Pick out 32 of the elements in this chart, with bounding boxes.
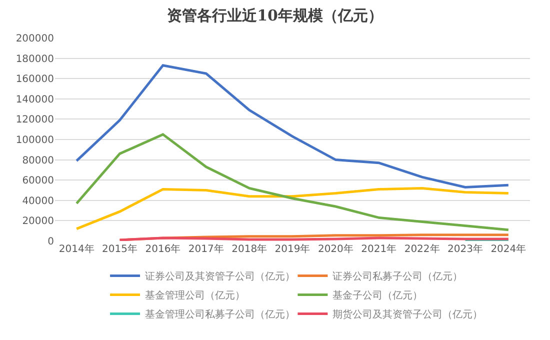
x-tick-label: 2018年	[232, 243, 268, 255]
y-tick-label: 180000	[16, 54, 54, 65]
y-tick-label: 140000	[16, 94, 54, 106]
x-tick-label: 2020年	[318, 243, 354, 255]
x-tick-label: 2015年	[102, 243, 138, 255]
line-series	[75, 186, 510, 230]
x-tick-label: 2021年	[361, 243, 397, 255]
y-tick-label: 80000	[22, 155, 54, 166]
y-tick-label: 40000	[22, 196, 54, 207]
y-tick-label: 60000	[22, 176, 54, 187]
x-tick-label: 2024年	[490, 243, 526, 255]
legend-label: 基金子公司（亿元）	[332, 290, 423, 302]
legend-label: 基金管理公司（亿元）	[145, 290, 246, 302]
y-tick-label: 200000	[16, 34, 54, 44]
chart-title: 资管各行业近10年规模（亿元）	[167, 6, 383, 25]
legend-label: 期货公司及其资管子公司（亿元）	[332, 308, 483, 321]
x-tick-label: 2022年	[404, 243, 440, 255]
y-tick-label: 0	[48, 236, 54, 248]
x-tick-label: 2019年	[274, 243, 310, 255]
x-tick-label: 2016年	[145, 243, 181, 255]
legend-label: 证券公司私募子公司（亿元）	[332, 270, 463, 283]
legend-label: 证券公司及其资管子公司（亿元）	[145, 270, 296, 283]
line-series	[75, 133, 510, 232]
line-series	[75, 64, 510, 188]
legend-label: 基金管理公司私募子公司（亿元）	[145, 308, 296, 321]
x-tick-label: 2023年	[448, 243, 483, 255]
y-tick-label: 120000	[16, 114, 54, 126]
y-tick-label: 160000	[16, 74, 54, 86]
y-tick-label: 20000	[22, 216, 54, 228]
x-tick-label: 2014年	[58, 243, 94, 255]
x-tick-label: 2017年	[188, 243, 224, 255]
y-tick-label: 100000	[16, 135, 54, 146]
